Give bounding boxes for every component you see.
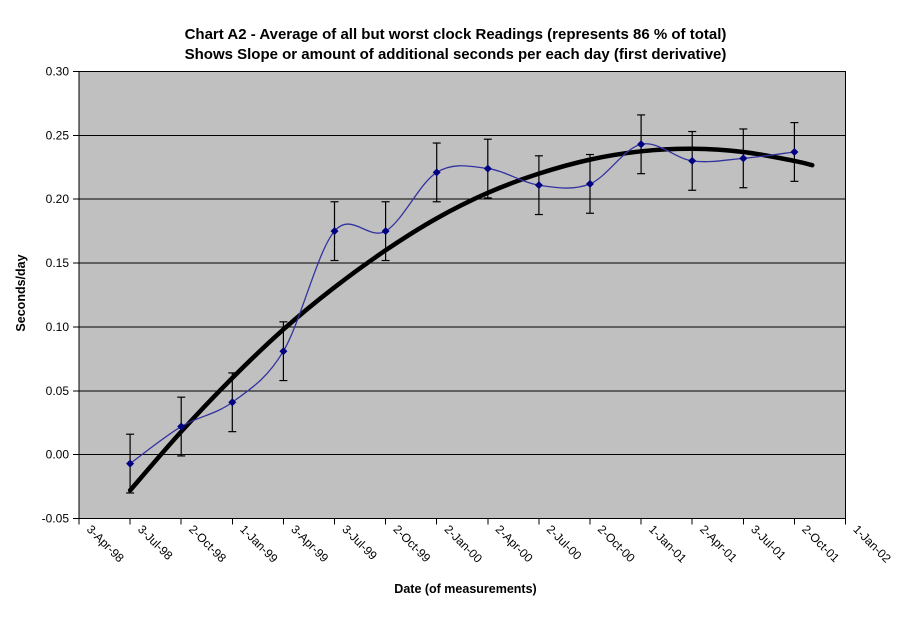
x-tick-label: 1-Jan-01: [646, 522, 690, 566]
data-point-marker: [790, 147, 799, 156]
data-point-marker: [432, 168, 441, 177]
x-tick-label: 3-Jul-98: [135, 522, 176, 563]
x-tick-label: 1-Jan-02: [850, 522, 894, 566]
y-tick-label: 0.10: [46, 320, 70, 334]
y-tick-label: -0.05: [42, 512, 70, 526]
x-tick-label: 3-Jul-01: [748, 522, 789, 563]
x-axis-title: Date (of measurements): [394, 582, 537, 596]
y-tick-label: 0.00: [46, 448, 70, 462]
x-tick-label: 2-Oct-99: [390, 522, 433, 565]
data-point-marker: [228, 398, 237, 407]
series-line: [129, 143, 795, 465]
x-tick-label: 3-Apr-98: [84, 522, 127, 565]
x-axis-labels: 3-Apr-98 3-Jul-98 2-Oct-98 1-Jan-99 3-Apr-99…: [84, 522, 894, 566]
x-tick-label: 2-Apr-01: [697, 522, 740, 565]
data-point-marker: [586, 179, 594, 188]
data-point-marker: [279, 347, 288, 356]
y-tick-label: 0.05: [46, 384, 70, 398]
x-axis-ticks: [78, 518, 846, 525]
x-tick-label: 2-Oct-98: [186, 522, 229, 565]
x-tick-label: 3-Apr-99: [288, 522, 331, 565]
y-tick-label: 0.30: [46, 65, 70, 79]
chart-title: Chart A2 - Average of all but worst cloc…: [0, 25, 911, 65]
x-tick-label: 1-Jan-99: [237, 522, 281, 566]
y-tick-label: 0.15: [46, 256, 70, 270]
x-tick-label: 2-Oct-01: [799, 522, 842, 565]
chart-title-line2: Shows Slope or amount of additional seco…: [184, 46, 727, 63]
data-point-marker: [177, 422, 186, 431]
chart-title-line1: Chart A2 - Average of all but worst cloc…: [184, 26, 727, 43]
y-tick-label: 0.25: [46, 128, 70, 142]
data-point-marker: [330, 227, 339, 236]
series-markers: [126, 140, 799, 468]
x-tick-label: 2-Apr-00: [493, 522, 536, 565]
plot-border: [78, 70, 847, 520]
data-point-marker: [483, 164, 492, 173]
data-point-marker: [126, 459, 135, 468]
data-point-marker: [637, 140, 646, 149]
x-tick-label: 2-Jul-00: [544, 522, 585, 563]
data-point-marker: [534, 181, 543, 190]
data-point-marker: [688, 156, 697, 165]
trendline-path: [127, 146, 815, 493]
data-point-marker: [381, 227, 390, 236]
y-axis-ticks: [73, 71, 79, 519]
plot-background: [79, 71, 846, 519]
y-axis-labels: 0.30 0.25 0.20 0.15 0.10 0.05 0.00 -0.05: [42, 65, 70, 526]
x-tick-label: 2-Jan-00: [442, 522, 486, 566]
x-tick-label: 3-Jul-99: [339, 522, 380, 563]
data-point-marker: [739, 154, 748, 163]
y-tick-label: 0.20: [46, 192, 70, 206]
x-tick-label: 2-Oct-00: [595, 522, 638, 565]
